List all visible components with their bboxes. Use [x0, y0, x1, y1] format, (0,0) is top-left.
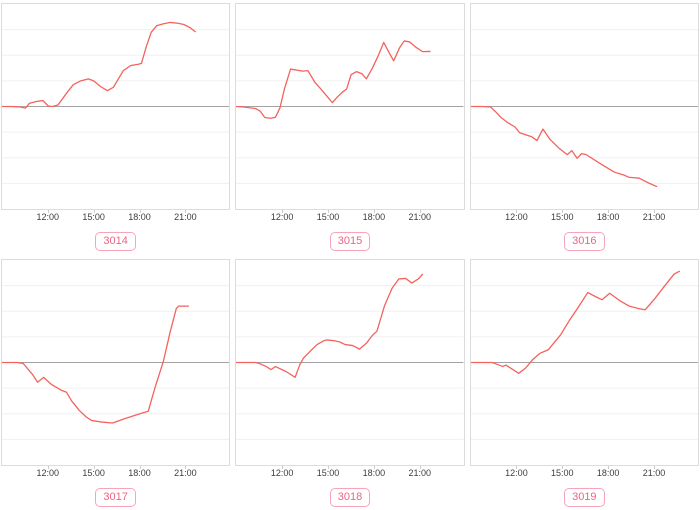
chart-card — [469, 3, 699, 210]
badge-row: 3018 — [235, 487, 464, 507]
x-tick-mark — [562, 466, 564, 469]
x-tick-mark — [516, 466, 518, 469]
x-tick-label: 18:00 — [596, 468, 620, 478]
x-tick-mark — [608, 210, 610, 213]
x-tick-label: 12:00 — [270, 468, 294, 478]
x-tick-label: 18:00 — [362, 468, 386, 478]
chart-card — [235, 259, 465, 466]
x-tick-mark — [608, 466, 610, 469]
line-chart-canvas — [236, 4, 463, 209]
x-tick-label: 15:00 — [82, 468, 105, 478]
line-chart-canvas — [2, 260, 229, 465]
x-tick-label: 15:00 — [316, 468, 340, 478]
x-tick-label: 15:00 — [551, 468, 574, 478]
line-chart-canvas — [471, 260, 698, 465]
series-line — [2, 306, 188, 423]
chart-card — [1, 3, 231, 210]
x-tick-label: 12:00 — [505, 212, 528, 222]
x-tick-mark — [282, 210, 284, 213]
x-tick-mark — [327, 210, 329, 213]
x-axis: 12:00 15:00 18:00 21:00 — [235, 466, 464, 480]
chart-id-badge[interactable]: 3017 — [95, 488, 136, 507]
x-tick-mark — [185, 210, 187, 213]
x-tick-mark — [419, 210, 421, 213]
x-tick-label: 18:00 — [128, 468, 151, 478]
x-tick-mark — [373, 210, 375, 213]
x-axis: 12:00 15:00 18:00 21:00 — [1, 210, 230, 224]
chart-id-badge[interactable]: 3018 — [329, 488, 371, 507]
x-axis: 12:00 15:00 18:00 21:00 — [235, 210, 464, 224]
x-tick-mark — [47, 210, 49, 213]
x-tick-mark — [185, 466, 187, 469]
chart-card — [1, 259, 231, 466]
x-axis: 12:00 15:00 18:00 21:00 — [1, 466, 230, 480]
chart-id-badge[interactable]: 3015 — [329, 232, 371, 251]
series-line — [236, 274, 422, 377]
x-tick-label: 15:00 — [316, 212, 340, 222]
x-axis: 12:00 15:00 18:00 21:00 — [470, 466, 699, 480]
x-tick-mark — [282, 466, 284, 469]
chart-id-badge[interactable]: 3019 — [564, 488, 605, 507]
x-tick-mark — [562, 210, 564, 213]
series-line — [471, 271, 679, 373]
chart-card — [235, 3, 465, 210]
x-tick-label: 15:00 — [551, 212, 574, 222]
x-tick-label: 21:00 — [174, 212, 197, 222]
chart-id-badge[interactable]: 3016 — [564, 232, 605, 251]
x-tick-mark — [419, 466, 421, 469]
x-tick-mark — [516, 210, 518, 213]
badge-row: 3017 — [1, 487, 230, 507]
x-tick-label: 12:00 — [36, 212, 60, 222]
x-tick-label: 18:00 — [362, 212, 386, 222]
x-tick-label: 21:00 — [642, 468, 666, 478]
x-tick-mark — [139, 210, 141, 213]
x-tick-mark — [373, 466, 375, 469]
x-tick-mark — [47, 466, 49, 469]
series-line — [471, 107, 657, 187]
badge-row: 3014 — [1, 231, 230, 251]
x-tick-label: 12:00 — [270, 212, 294, 222]
x-tick-mark — [654, 210, 656, 213]
line-chart-canvas — [2, 4, 229, 209]
line-chart-canvas — [236, 260, 463, 465]
badge-row: 3019 — [470, 487, 699, 507]
x-tick-label: 15:00 — [82, 212, 105, 222]
series-line — [2, 22, 195, 108]
x-axis: 12:00 15:00 18:00 21:00 — [470, 210, 699, 224]
series-line — [236, 41, 430, 118]
x-tick-mark — [93, 466, 95, 469]
x-tick-label: 21:00 — [408, 212, 431, 222]
line-chart-canvas — [471, 4, 698, 209]
badge-row: 3016 — [470, 231, 699, 251]
x-tick-label: 18:00 — [596, 212, 620, 222]
x-tick-label: 21:00 — [174, 468, 197, 478]
badge-row: 3015 — [235, 231, 464, 251]
x-tick-label: 18:00 — [128, 212, 151, 222]
x-tick-label: 12:00 — [36, 468, 60, 478]
x-tick-label: 12:00 — [505, 468, 528, 478]
chart-card — [469, 259, 699, 466]
x-tick-mark — [327, 466, 329, 469]
chart-id-badge[interactable]: 3014 — [95, 232, 136, 251]
x-tick-mark — [93, 210, 95, 213]
x-tick-label: 21:00 — [408, 468, 431, 478]
x-tick-mark — [139, 466, 141, 469]
x-tick-label: 21:00 — [642, 212, 666, 222]
x-tick-mark — [654, 466, 656, 469]
